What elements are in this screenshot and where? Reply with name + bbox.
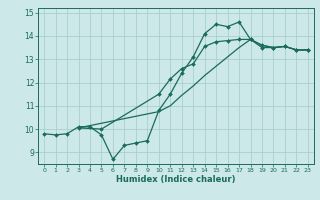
X-axis label: Humidex (Indice chaleur): Humidex (Indice chaleur) (116, 175, 236, 184)
